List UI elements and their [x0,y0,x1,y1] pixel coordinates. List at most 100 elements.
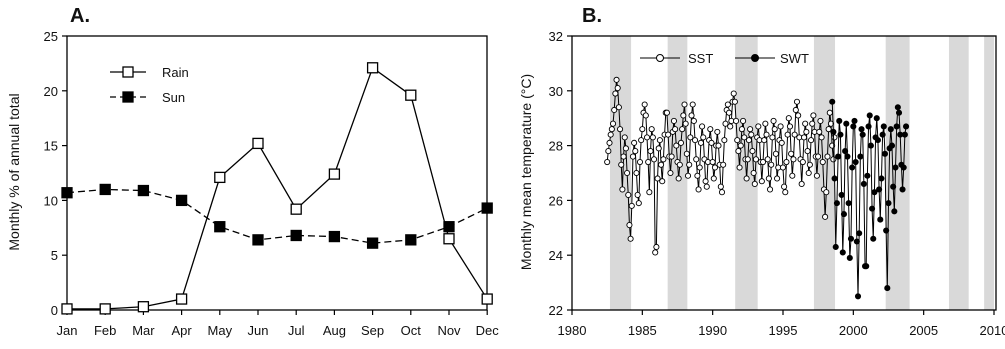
panel-b-point-swt [830,128,837,135]
panel-b-point-sst [763,131,770,138]
panel-b-point-swt [854,293,862,300]
panel-b-x-tick-label: 1980 [558,323,587,338]
panel-b-legend-marker [656,54,664,62]
panel-b-point-swt [869,205,876,212]
panel-b-point-sst [667,169,674,177]
panel-b-point-swt [837,131,844,138]
panel-b-point-sst [628,202,635,209]
panel-b-point-swt [865,123,872,130]
panel-a-x-tick-label: May [208,323,233,338]
panel-b-point-sst [653,243,660,251]
panel-b-point-sst [627,235,634,242]
panel-b-point-sst [818,134,825,141]
panel-b-point-sst [809,120,816,127]
panel-b-point-sst [693,156,700,163]
panel-b-point-sst [619,186,626,193]
panel-b-point-sst [638,137,645,144]
panel-a-series-line-rain [67,66,488,310]
panel-b-point-sst [810,112,817,119]
panel-b-point-sst [743,175,750,182]
panel-a-plot-area: 0 5 10 15 20 25 Jan Feb Mar Apr May Jun Jul Aug Sep Oct… [44,29,500,338]
panel-b-point-sst [738,126,745,133]
panel-b-point-sst [620,153,627,160]
panel-a-point-sun [252,234,264,246]
panel-a-point-rain [137,301,150,313]
panel-b-point-sst [654,175,661,182]
panel-b-point-sst [802,120,809,127]
panel-a-y-tick-label: 0 [51,303,58,318]
panel-b-point-sst [660,156,667,163]
panel-b-point-sst [697,139,704,146]
panel-a-point-sun [328,230,341,243]
panel-b-point-swt [832,243,839,251]
panel-b-point-sst [710,175,717,182]
panel-b-point-sst [783,158,790,166]
panel-a-x-tick-label: Aug [323,323,346,338]
panel-b-point-swt [899,186,906,193]
panel-b-point-sst [733,117,740,124]
panel-b-point-sst [665,131,672,138]
panel-b-point-sst [765,175,772,182]
panel-b-point-sst [707,126,714,133]
panel-b-point-sst [608,126,615,133]
panel-b-legend-label: SST [688,51,713,66]
panel-b-point-sst [768,161,775,168]
panel-b-point-sst [621,134,628,141]
panel-b-point-sst [696,164,703,171]
panel-b-point-swt [859,131,866,138]
panel-b-point-sst [700,134,707,141]
panel-b-point-sst [725,109,733,116]
panel-b-point-sst [730,90,737,97]
panel-b-x-tick-label: 1995 [769,323,798,338]
panel-b-point-swt [836,117,843,124]
panel-b-shaded-period [609,36,632,310]
panel-b-plot-area: 22 24 26 28 30 32 1980 1985 1990 1995 2000 2005 2010… [549,29,1005,338]
panel-b-point-sst [752,156,760,163]
panel-b-point-sst [639,126,646,133]
panel-b-point-sst [830,156,837,163]
panel-a-x-tick-label: Oct [401,323,422,338]
panel-b-point-sst [795,112,802,119]
panel-b-point-sst [684,172,692,179]
panel-b-point-sst [826,109,833,116]
panel-b-point-swt [874,137,881,144]
panel-b-point-sst [721,137,728,144]
panel-b-point-sst [673,142,680,149]
panel-b-point-sst [737,142,744,149]
panel-b-point-sst [645,158,652,166]
panel-b-point-sst [677,139,685,146]
panel-b-point-sst [800,134,808,141]
panel-b-point-swt [903,123,910,130]
panel-b-y-tick-label: 30 [549,84,563,99]
panel-b-point-sst [784,131,791,138]
panel-a-point-sun [443,221,455,233]
panel-b-point-swt [864,172,871,179]
panel-b-point-sst [751,180,758,188]
panel-b-point-sst [777,123,784,130]
panel-b-point-sst [750,169,757,177]
panel-b-point-sst [690,117,697,124]
panel-b-point-sst [790,156,797,163]
panel-b-point-sst [695,186,702,193]
panel-b-point-swt [901,131,908,138]
panel-b-point-sst [659,178,666,185]
panel-a-point-sun [366,237,379,249]
panel-b-point-swt [878,175,885,182]
panel-b-plot-frame [571,35,997,311]
panel-a-point-sun [175,194,188,207]
panel-b-point-swt [880,123,887,130]
panel-b-point-sst [791,131,798,138]
panel-a-y-tick-label: 15 [44,139,58,154]
panel-b-point-sst [740,117,747,124]
panel-b-point-sst [711,164,719,171]
panel-b-point-swt [876,186,883,193]
panel-b-point-sst [779,164,786,171]
panel-b-point-sst [647,148,654,155]
panel-b-point-sst [609,120,617,127]
panel-b-point-sst [613,76,620,83]
panel-b-point-sst [686,161,693,168]
panel-b-point-sst [748,131,755,138]
panel-b-x-tick-label: 2005 [909,323,938,338]
panel-b-point-sst [605,148,612,155]
